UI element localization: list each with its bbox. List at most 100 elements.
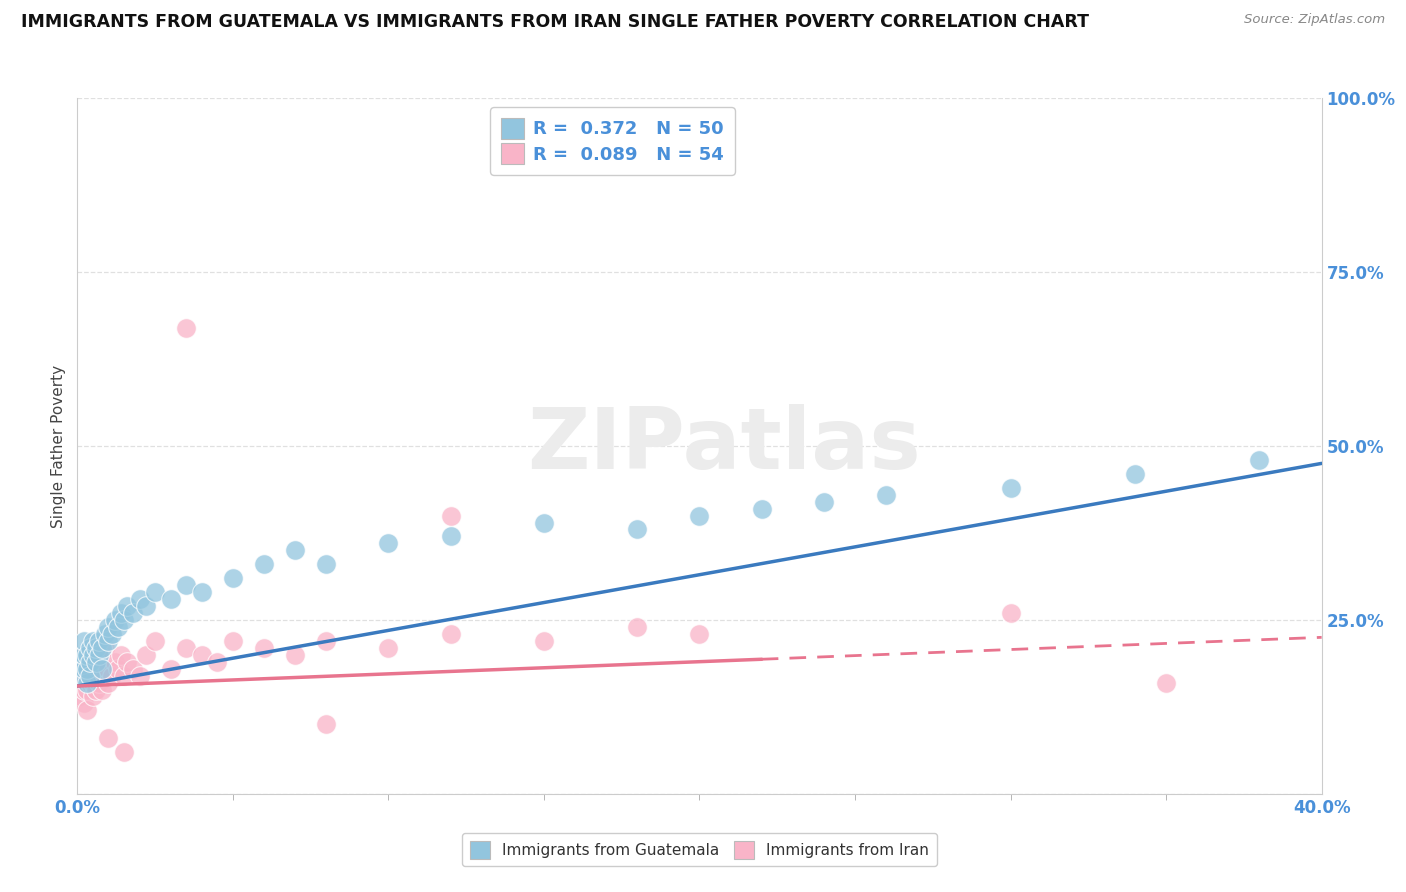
Point <box>440 508 463 523</box>
Point <box>97 620 120 634</box>
Point <box>91 668 114 682</box>
Point <box>104 655 127 669</box>
Point <box>533 633 555 648</box>
Point <box>76 648 98 662</box>
Point <box>377 536 399 550</box>
Point <box>174 578 197 592</box>
Point <box>79 668 101 682</box>
Point <box>82 690 104 704</box>
Point <box>128 668 150 682</box>
Point <box>72 662 94 676</box>
Point <box>222 633 245 648</box>
Point <box>112 613 135 627</box>
Point <box>284 648 307 662</box>
Point <box>107 620 129 634</box>
Point <box>135 648 157 662</box>
Point <box>207 655 229 669</box>
Point <box>159 662 181 676</box>
Point <box>76 668 98 682</box>
Point <box>100 668 122 682</box>
Point <box>159 592 181 607</box>
Point <box>84 668 107 682</box>
Point <box>72 662 94 676</box>
Point <box>82 675 104 690</box>
Point <box>440 627 463 641</box>
Point <box>97 662 120 676</box>
Text: IMMIGRANTS FROM GUATEMALA VS IMMIGRANTS FROM IRAN SINGLE FATHER POVERTY CORRELAT: IMMIGRANTS FROM GUATEMALA VS IMMIGRANTS … <box>21 13 1090 31</box>
Point <box>626 620 648 634</box>
Point <box>87 648 110 662</box>
Point <box>110 606 132 620</box>
Point <box>87 675 110 690</box>
Point <box>689 627 711 641</box>
Point <box>1000 481 1022 495</box>
Point <box>440 529 463 543</box>
Point <box>122 662 145 676</box>
Point <box>253 640 276 655</box>
Point <box>115 655 138 669</box>
Point <box>751 501 773 516</box>
Point <box>1123 467 1146 481</box>
Point <box>72 633 94 648</box>
Point <box>79 675 101 690</box>
Point <box>143 633 166 648</box>
Point <box>284 543 307 558</box>
Point <box>79 662 101 676</box>
Point <box>626 523 648 537</box>
Point <box>82 655 104 669</box>
Point <box>1154 675 1177 690</box>
Text: ZIPatlas: ZIPatlas <box>527 404 921 488</box>
Point <box>813 494 835 508</box>
Point <box>689 508 711 523</box>
Point <box>72 648 94 662</box>
Point <box>91 640 114 655</box>
Point <box>1249 453 1271 467</box>
Point <box>72 682 94 697</box>
Point <box>110 648 132 662</box>
Point <box>82 648 104 662</box>
Point <box>191 585 214 599</box>
Point <box>87 662 110 676</box>
Point <box>533 516 555 530</box>
Y-axis label: Single Father Poverty: Single Father Poverty <box>51 365 66 527</box>
Point <box>104 613 127 627</box>
Point <box>76 662 98 676</box>
Point <box>87 633 110 648</box>
Point <box>82 633 104 648</box>
Point <box>377 640 399 655</box>
Point <box>122 606 145 620</box>
Point <box>174 320 197 334</box>
Point <box>79 655 101 669</box>
Point <box>79 648 101 662</box>
Point <box>97 731 120 746</box>
Point <box>97 675 120 690</box>
Point <box>94 655 117 669</box>
Point <box>174 640 197 655</box>
Point <box>76 675 98 690</box>
Point <box>191 648 214 662</box>
Point <box>84 682 107 697</box>
Point <box>1000 606 1022 620</box>
Point <box>143 585 166 599</box>
Point <box>315 717 337 731</box>
Point <box>222 571 245 585</box>
Point <box>128 592 150 607</box>
Point <box>76 682 98 697</box>
Point <box>315 558 337 572</box>
Point <box>69 675 91 690</box>
Point <box>69 655 91 669</box>
Point <box>875 488 897 502</box>
Legend: Immigrants from Guatemala, Immigrants from Iran: Immigrants from Guatemala, Immigrants fr… <box>463 833 936 866</box>
Point <box>107 662 129 676</box>
Point <box>253 558 276 572</box>
Point <box>72 697 94 711</box>
Point <box>91 682 114 697</box>
Point <box>91 662 114 676</box>
Point <box>112 745 135 759</box>
Point <box>84 655 107 669</box>
Point <box>100 627 122 641</box>
Point <box>135 599 157 613</box>
Point <box>112 668 135 682</box>
Point <box>79 640 101 655</box>
Point <box>315 633 337 648</box>
